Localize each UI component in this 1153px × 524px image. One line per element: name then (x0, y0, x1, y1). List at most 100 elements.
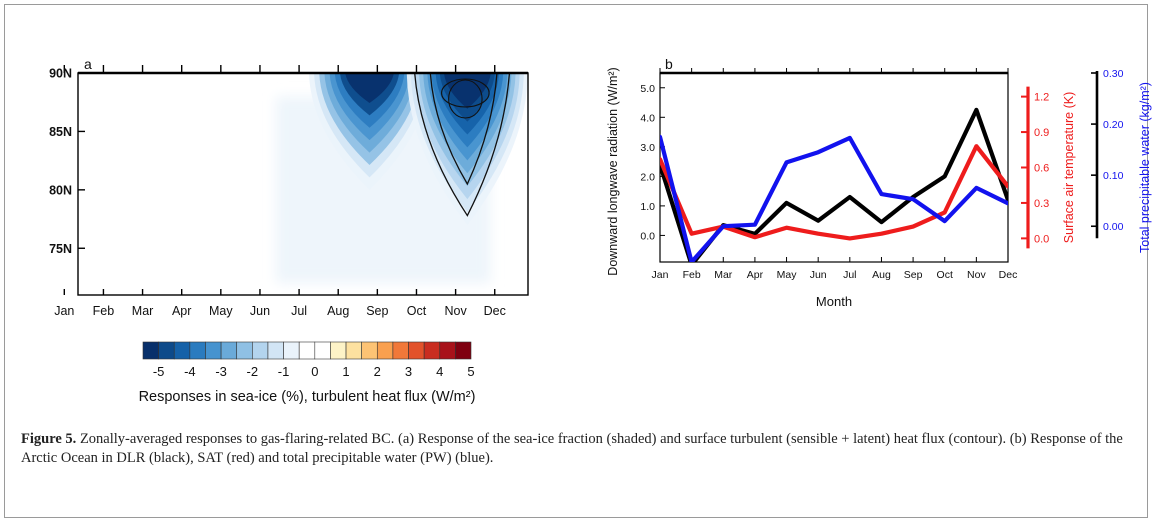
x-tick-label-sep: Sep (366, 304, 388, 318)
b-left-tick-label-4: 4.0 (640, 112, 655, 124)
colorbar-tick-label-9: 3 (405, 364, 412, 379)
b-right2-tick-label-3: 0.30 (1103, 68, 1124, 80)
panel-b: Jan Feb Mar Apr May Jun Jul Aug Sep Oct Nov Dec Mont… (606, 56, 1152, 309)
b-left-tick-label-5: 5.0 (640, 83, 655, 95)
colorbar-cell-4 (189, 341, 206, 360)
colorbar-tick-label-4: -2 (247, 364, 259, 379)
figure-caption: Figure 5. Zonally-averaged responses to … (21, 430, 1131, 468)
x-tick-label-jan: Jan (54, 304, 74, 318)
b-x-tick-label-nov: Nov (967, 269, 986, 281)
colorbar-cell-13 (330, 341, 347, 360)
b-right2-tick-label-0: 0.00 (1103, 221, 1124, 233)
shade-region-1-level-8 (345, 73, 394, 103)
b-x-tick-label-aug: Aug (872, 269, 891, 281)
y-tick-label-75N: 75N (49, 242, 72, 256)
y-tick-label-85N: 85N (49, 125, 72, 139)
x-tick-label-aug: Aug (327, 304, 349, 318)
b-left-tick-label-2: 2.0 (640, 171, 655, 183)
b-x-tick-label-sep: Sep (904, 269, 923, 281)
colorbar-cell-1 (142, 341, 159, 360)
colorbar: -5 -4 -3 -2 -1 0 1 2 3 4 5 Responses in sea-ice (%)… (139, 341, 476, 405)
b-x-tick-label-may: May (777, 269, 798, 281)
x-tick-label-jun: Jun (250, 304, 270, 318)
colorbar-cell-10 (283, 341, 300, 360)
colorbar-tick-label-10: 4 (436, 364, 443, 379)
series-pw-line (660, 134, 1008, 262)
panel-a: Jan Feb Mar Apr May Jun Jul Aug Sep Oct Nov Dec 75N 8… (49, 56, 529, 405)
colorbar-cell-2 (158, 341, 175, 360)
b-right2-tick-label-2: 0.20 (1103, 119, 1124, 131)
panel-b-label: b (665, 56, 673, 72)
colorbar-cell-7 (236, 341, 253, 360)
b-right1-tick-label-3: 0.9 (1034, 127, 1049, 139)
b-x-tick-label-feb: Feb (683, 269, 701, 281)
caption-label: Figure 5. (21, 431, 77, 447)
x-tick-label-jul: Jul (291, 304, 307, 318)
b-right2-tick-label-1: 0.10 (1103, 170, 1124, 182)
colorbar-tick-label-7: 1 (342, 364, 349, 379)
x-tick-label-nov: Nov (444, 304, 467, 318)
b-left-tick-label-0: 0.0 (640, 230, 655, 242)
colorbar-cell-21 (455, 341, 472, 360)
b-x-tick-label-jul: Jul (843, 269, 856, 281)
b-right1-tick-label-0: 0.0 (1034, 233, 1049, 245)
colorbar-cell-9 (267, 341, 284, 360)
x-tick-label-oct: Oct (407, 304, 427, 318)
colorbar-label: Responses in sea-ice (%), turbulent heat… (139, 389, 476, 405)
b-right1-axis-label: Surface air temperature (K) (1062, 92, 1076, 243)
colorbar-cell-19 (423, 341, 441, 360)
y-tick-label-90N: 90N (49, 67, 72, 81)
colorbar-cell-11 (298, 341, 316, 360)
colorbar-cell-20 (439, 341, 456, 360)
colorbar-cell-6 (220, 341, 238, 360)
heat-flux-contour-loop-1 (441, 78, 490, 108)
b-x-tick-label-dec: Dec (999, 269, 1018, 281)
colorbar-cell-17 (392, 341, 409, 360)
x-tick-label-apr: Apr (172, 304, 191, 318)
colorbar-tick-label-2: -4 (184, 364, 196, 379)
x-tick-label-feb: Feb (93, 304, 115, 318)
x-tick-label-dec: Dec (484, 304, 506, 318)
colorbar-tick-label-8: 2 (374, 364, 381, 379)
b-x-tick-label-jun: Jun (810, 269, 827, 281)
colorbar-cell-8 (252, 341, 269, 360)
colorbar-cell-5 (205, 341, 222, 360)
y-tick-label-80N: 80N (49, 183, 72, 197)
b-x-tick-label-jan: Jan (652, 269, 669, 281)
b-right1-tick-label-1: 0.3 (1034, 198, 1049, 210)
b-x-tick-label-apr: Apr (747, 269, 764, 281)
figure-frame (4, 4, 1148, 518)
colorbar-tick-label-5: -1 (278, 364, 290, 379)
heat-flux-contour-loop-2 (448, 79, 483, 119)
b-left-axis-label: Downward longwave radiation (W/m²) (606, 67, 620, 275)
colorbar-cell-14 (345, 341, 362, 360)
sea-ice-shading (275, 73, 528, 284)
x-tick-label-may: May (209, 304, 233, 318)
b-x-tick-label-mar: Mar (714, 269, 733, 281)
b-right2-axis-label: Total precipitable water (kg/m²) (1138, 82, 1152, 253)
colorbar-tick-label-1: -5 (153, 364, 165, 379)
colorbar-cell-18 (408, 341, 425, 360)
colorbar-cell-3 (173, 341, 191, 360)
b-right1-tick-label-2: 0.6 (1034, 163, 1049, 175)
colorbar-cell-16 (376, 341, 394, 360)
b-series-group (660, 107, 1008, 262)
caption-text: Zonally-averaged responses to gas-flarin… (21, 431, 1123, 466)
colorbar-tick-label-3: -3 (215, 364, 227, 379)
colorbar-tick-label-11: 5 (467, 364, 474, 379)
b-x-tick-label-oct: Oct (937, 269, 953, 281)
b-left-tick-label-1: 1.0 (640, 201, 655, 213)
colorbar-tick-label-6: 0 (311, 364, 318, 379)
x-tick-label-mar: Mar (132, 304, 154, 318)
series-sat-line (660, 144, 1008, 241)
panel-b-frame (659, 72, 1009, 263)
heat-flux-contour-1 (414, 73, 511, 217)
colorbar-cell-12 (314, 341, 331, 360)
panel-a-label: a (84, 56, 92, 72)
b-right1-tick-label-4: 1.2 (1034, 92, 1049, 104)
b-x-axis-label: Month (816, 294, 852, 309)
b-left-tick-label-3: 3.0 (640, 142, 655, 154)
colorbar-cell-15 (361, 341, 378, 360)
heat-flux-contour-2 (429, 73, 498, 186)
